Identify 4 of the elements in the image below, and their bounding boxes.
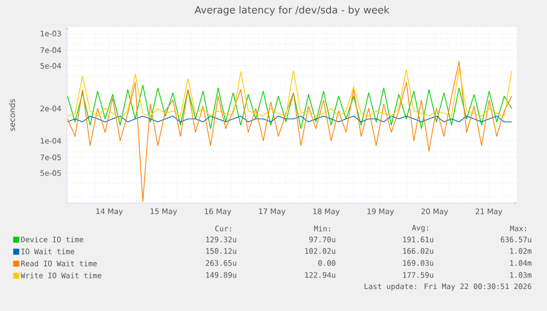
line-series: [67, 60, 512, 202]
line-series: [67, 84, 512, 129]
chart-title: Average latency for /dev/sda - by week: [194, 6, 390, 16]
line-series: [67, 68, 512, 120]
